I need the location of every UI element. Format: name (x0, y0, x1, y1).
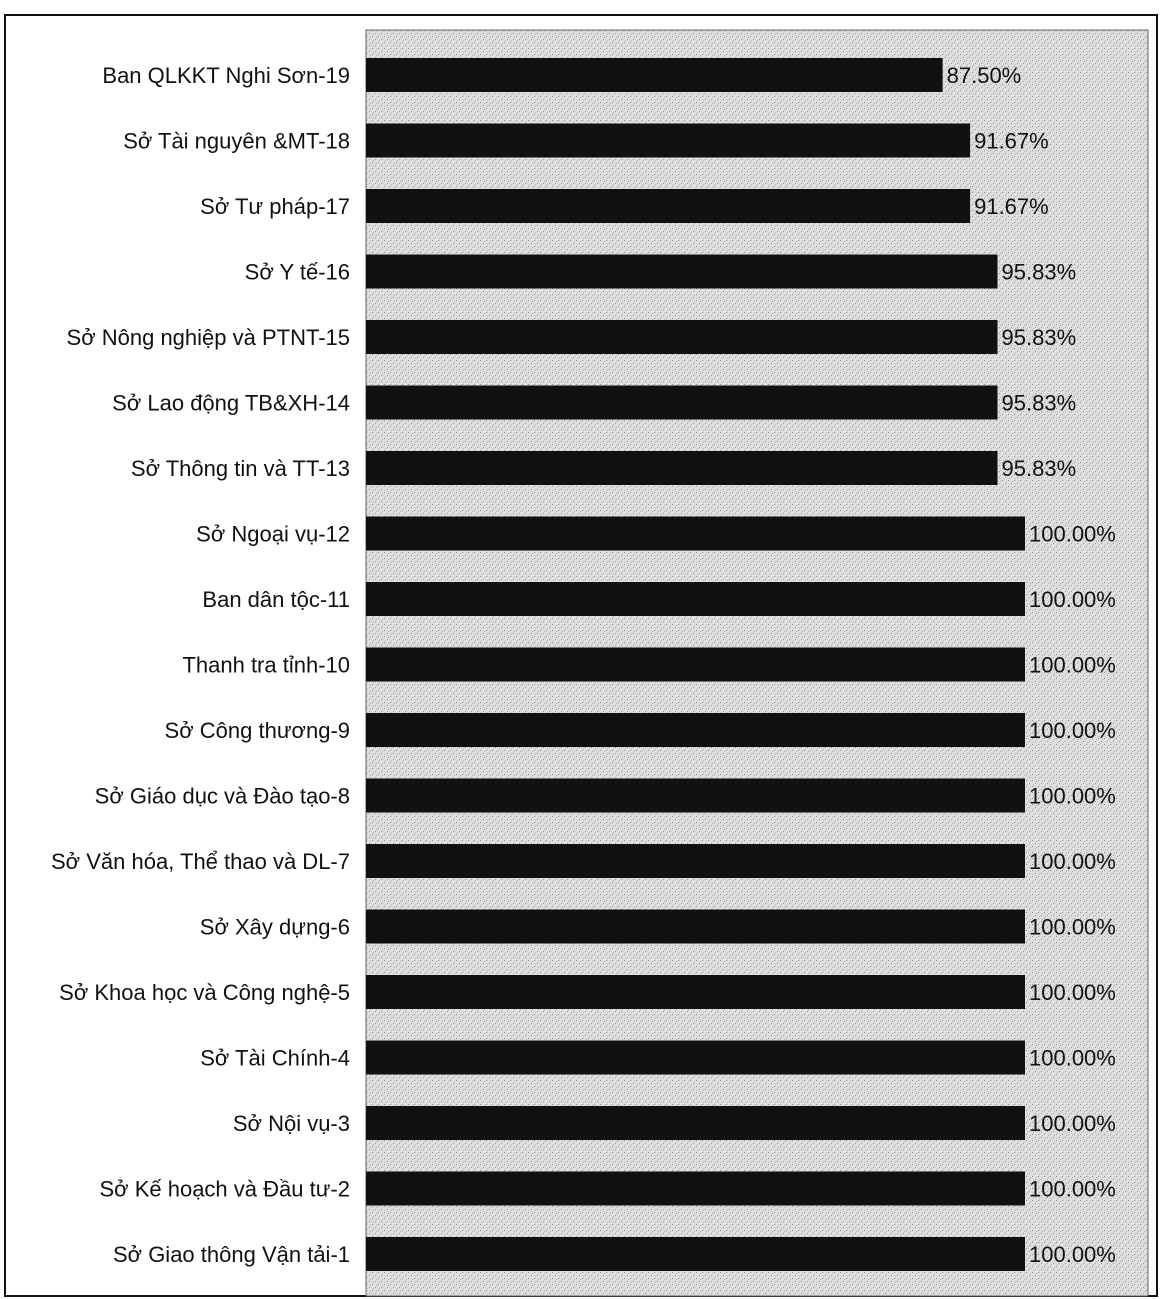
value-label: 91.67% (974, 194, 1049, 219)
bar (366, 320, 998, 354)
bar (366, 778, 1025, 813)
value-label: 100.00% (1029, 849, 1116, 874)
bar (366, 254, 998, 289)
value-label: 95.83% (1002, 391, 1077, 416)
value-label: 100.00% (1029, 1177, 1116, 1202)
value-label: 100.00% (1029, 980, 1116, 1005)
bar (366, 189, 971, 223)
bar (366, 516, 1025, 551)
value-label: 87.50% (947, 63, 1022, 88)
category-label: Sở Xây dựng-6 (200, 915, 350, 940)
bar (366, 1237, 1025, 1271)
category-label: Sở Tư pháp-17 (200, 194, 350, 219)
bar (366, 713, 1025, 747)
category-label: Sở Nông nghiệp và PTNT-15 (67, 325, 350, 350)
bar (366, 909, 1025, 944)
bar (366, 1171, 1025, 1206)
bar (366, 123, 971, 158)
value-label: 91.67% (974, 129, 1049, 154)
bar (366, 385, 998, 420)
category-label: Sở Lao động TB&XH-14 (112, 391, 350, 416)
value-label: 100.00% (1029, 1242, 1116, 1267)
value-label: 100.00% (1029, 522, 1116, 547)
value-label: 100.00% (1029, 718, 1116, 743)
bar (366, 975, 1025, 1009)
value-label: 95.83% (1002, 456, 1077, 481)
category-label: Ban QLKKT Nghi Sơn-19 (102, 63, 350, 88)
value-label: 100.00% (1029, 587, 1116, 612)
category-label: Sở Thông tin và TT-13 (131, 456, 350, 481)
value-label: 100.00% (1029, 784, 1116, 809)
value-label: 95.83% (1002, 260, 1077, 285)
category-label: Sở Tài Chính-4 (200, 1046, 350, 1071)
value-label: 100.00% (1029, 1046, 1116, 1071)
value-label: 95.83% (1002, 325, 1077, 350)
category-label: Thanh tra tỉnh-10 (182, 653, 350, 678)
category-label: Sở Giao thông Vận tải-1 (113, 1242, 350, 1267)
category-label: Sở Khoa học và Công nghệ-5 (59, 980, 350, 1005)
value-label: 100.00% (1029, 915, 1116, 940)
value-label: 100.00% (1029, 1111, 1116, 1136)
category-label: Sở Kế hoạch và Đầu tư-2 (99, 1177, 350, 1202)
value-label: 100.00% (1029, 653, 1116, 678)
bar (366, 1040, 1025, 1075)
bar (366, 451, 998, 485)
bar (366, 844, 1025, 878)
category-label: Sở Ngoại vụ-12 (196, 522, 350, 547)
category-label: Sở Tài nguyên &MT-18 (123, 129, 350, 154)
category-label: Sở Giáo dục và Đào tạo-8 (95, 784, 350, 809)
category-label: Sở Y tế-16 (245, 260, 350, 285)
category-label: Sở Nội vụ-3 (233, 1111, 350, 1136)
category-label: Ban dân tộc-11 (202, 587, 350, 612)
category-label: Sở Văn hóa, Thể thao và DL-7 (51, 849, 350, 874)
bar (366, 58, 943, 92)
bar (366, 647, 1025, 682)
category-label: Sở Công thương-9 (165, 718, 350, 743)
bar (366, 582, 1025, 616)
bar (366, 1106, 1025, 1140)
